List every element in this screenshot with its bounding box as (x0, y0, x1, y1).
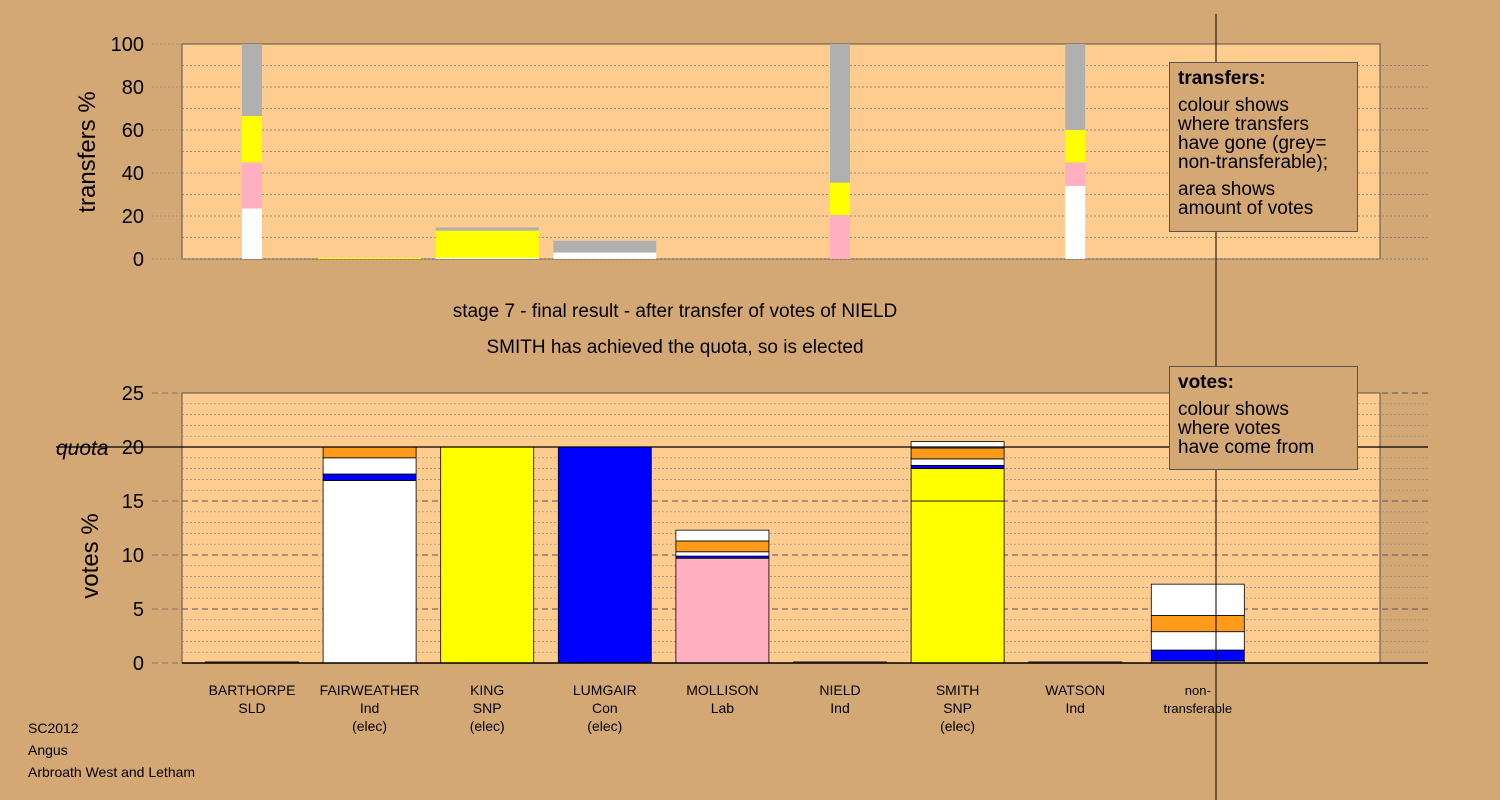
votes-bar-segment (910, 500, 1005, 664)
candidate-label: SMITH SNP (elec) (936, 682, 980, 734)
votes-bar-segment (675, 557, 770, 664)
votes-bar-segment (675, 540, 770, 553)
transfers-legend-text-area: area shows amount of votes (1178, 179, 1314, 219)
transfers-bar-segment (1065, 162, 1086, 186)
transfers-bar-segment (830, 182, 850, 215)
votes-bar-segment (322, 473, 417, 481)
transfers-y-tick-label: 100 (111, 34, 144, 56)
candidate-label: BARTHORPE SLD (209, 682, 296, 716)
votes-bar-segment (1150, 649, 1245, 662)
votes-y-tick-label: 15 (122, 491, 144, 513)
votes-y-tick-label: 25 (122, 383, 144, 405)
candidate-label: WATSON Ind (1045, 682, 1105, 716)
transfers-y-tick-label: 20 (122, 206, 144, 228)
votes-y-axis-label: votes % (77, 513, 104, 598)
transfers-bar-segment (435, 257, 539, 259)
candidate-label: NIELD Ind (819, 682, 860, 716)
transfers-bar-segment (553, 240, 657, 253)
votes-bar-segment (675, 551, 770, 557)
transfers-legend-text-colour: colour shows where transfers have gone (… (1178, 95, 1328, 173)
transfers-bar-segment (435, 230, 539, 258)
votes-legend-text: colour shows where votes have come from (1178, 399, 1315, 458)
transfers-bar-segment (1065, 44, 1086, 130)
votes-bar-segment (322, 480, 417, 664)
votes-bar-segment (322, 446, 417, 459)
transfers-y-tick-label: 0 (133, 249, 144, 271)
votes-bar-segment (910, 468, 1005, 502)
transfers-bar-segment (242, 162, 262, 209)
transfers-legend: transfers: colour shows where transfers … (1169, 62, 1358, 232)
votes-y-tick-label: 20 (122, 437, 144, 459)
votes-y-tick-label: 5 (133, 599, 144, 621)
transfers-y-tick-label: 80 (122, 77, 144, 99)
votes-bar-segment (910, 464, 1005, 469)
candidate-label: FAIRWEATHER Ind (elec) (320, 682, 420, 734)
transfers-bar-segment (242, 208, 262, 259)
transfers-bar-segment (830, 214, 850, 259)
transfers-bar-segment (435, 227, 539, 231)
footer-ward: Arbroath West and Letham (28, 764, 196, 780)
votes-legend-title: votes: (1178, 372, 1234, 393)
candidate-label: non-transferable (1163, 683, 1232, 716)
quota-label: quota (56, 437, 109, 460)
transfers-bar-segment (318, 257, 422, 259)
votes-y-tick-label: 10 (122, 545, 144, 567)
candidate-label: LUMGAIR Con (elec) (573, 682, 637, 734)
transfers-legend-title: transfers: (1178, 68, 1266, 89)
transfers-bar-segment (553, 252, 657, 259)
votes-bar-segment (322, 457, 417, 475)
votes-bar-segment (557, 446, 652, 664)
votes-bar-segment (910, 447, 1005, 460)
transfers-bar-segment (242, 44, 262, 117)
votes-bar-segment (910, 458, 1005, 466)
votes-bar-segment (1150, 583, 1245, 616)
votes-bar-segment (1150, 615, 1245, 633)
transfers-bar-segment (1065, 185, 1086, 259)
stage-title: stage 7 - final result - after transfer … (452, 301, 898, 322)
candidate-label: MOLLISON Lab (686, 682, 758, 716)
transfers-y-axis-label: transfers % (74, 91, 101, 212)
transfers-bar-segment (1065, 130, 1086, 163)
votes-bar-segment (910, 441, 1005, 449)
elected-message: SMITH has achieved the quota, so is elec… (486, 337, 864, 358)
candidate-label: KING SNP (elec) (470, 682, 505, 734)
transfers-y-tick-label: 60 (122, 120, 144, 142)
transfers-bar-segment (242, 116, 262, 163)
votes-bar-segment (440, 446, 535, 664)
votes-bar-segment (1150, 631, 1245, 651)
footer-council: Angus (28, 742, 68, 758)
transfers-bar-segment (830, 44, 850, 183)
transfers-y-tick-label: 40 (122, 163, 144, 185)
footer-election: SC2012 (28, 720, 79, 736)
votes-bar-segment (675, 529, 770, 542)
votes-y-tick-label: 0 (133, 653, 144, 675)
votes-legend: votes: colour shows where votes have com… (1169, 366, 1358, 470)
